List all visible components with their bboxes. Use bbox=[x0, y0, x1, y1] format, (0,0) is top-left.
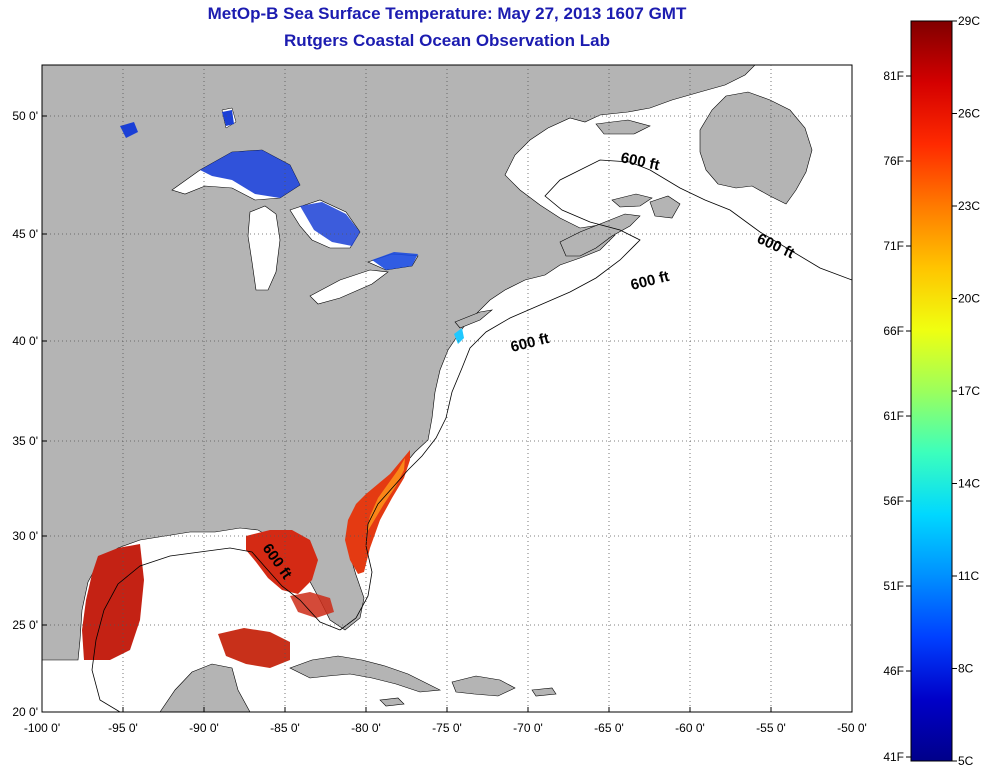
gridlines bbox=[42, 65, 852, 712]
cuba-land bbox=[289, 655, 442, 693]
colorbar-label-celsius: 17C bbox=[958, 384, 980, 398]
sst-small-lake-2 bbox=[222, 110, 234, 126]
colorbar-label-fahrenheit: 81F bbox=[883, 69, 904, 83]
y-tick-label: 45 0' bbox=[12, 227, 38, 241]
y-tick-label: 50 0' bbox=[12, 109, 38, 123]
sst-new-york-bight bbox=[454, 328, 464, 344]
cape-breton-land bbox=[649, 195, 681, 219]
colorbar-label-celsius: 29C bbox=[958, 14, 980, 28]
north-america-land bbox=[42, 65, 756, 661]
sst-yucatan-channel bbox=[218, 628, 290, 668]
sst-gulf-patch bbox=[290, 592, 334, 618]
colorbar-label-celsius: 5C bbox=[958, 754, 974, 768]
colorbar-label-celsius: 8C bbox=[958, 662, 974, 676]
x-tick-label: -80 0' bbox=[351, 721, 381, 735]
colorbar-label-fahrenheit: 56F bbox=[883, 494, 904, 508]
map-subtitle: Rutgers Coastal Ocean Observation Lab bbox=[284, 31, 610, 50]
yucatan-land bbox=[159, 663, 251, 712]
x-axis: -100 0' -95 0' -90 0' -85 0' -80 0' -75 0' -70… bbox=[24, 707, 867, 735]
x-tick-label: -50 0' bbox=[837, 721, 867, 735]
newfoundland-land bbox=[699, 91, 813, 205]
nova-scotia-land bbox=[559, 213, 641, 257]
colorbar-label-fahrenheit: 66F bbox=[883, 324, 904, 338]
sst-florida-bend bbox=[246, 530, 318, 594]
sst-lake-huron bbox=[300, 202, 360, 246]
colorbar-ticks: 29C 26C 23C 20C 17C 14C 11C 8C 5C 81F 76F 71F 66F 61F… bbox=[883, 14, 980, 768]
colorbar-label-celsius: 11C bbox=[958, 569, 979, 583]
gulf-island bbox=[611, 193, 653, 208]
x-tick-label: -75 0' bbox=[432, 721, 462, 735]
colorbar-label-fahrenheit: 41F bbox=[883, 750, 904, 764]
x-tick-label: -70 0' bbox=[513, 721, 543, 735]
anticosti-island bbox=[595, 119, 651, 135]
y-tick-label: 40 0' bbox=[12, 334, 38, 348]
lake-erie bbox=[309, 269, 389, 305]
x-tick-label: -95 0' bbox=[108, 721, 138, 735]
bathymetry-contour-gulf bbox=[91, 547, 341, 712]
x-tick-label: -55 0' bbox=[756, 721, 786, 735]
lake-michigan bbox=[247, 205, 281, 291]
x-tick-label: -65 0' bbox=[594, 721, 624, 735]
y-tick-label: 25 0' bbox=[12, 618, 38, 632]
colorbar bbox=[910, 20, 953, 762]
x-tick-label: -100 0' bbox=[24, 721, 60, 735]
sst-texas-coast bbox=[82, 544, 144, 660]
y-tick-label: 20 0' bbox=[12, 705, 38, 719]
y-tick-label: 35 0' bbox=[12, 434, 38, 448]
x-tick-label: -85 0' bbox=[270, 721, 300, 735]
colorbar-label-celsius: 14C bbox=[958, 477, 980, 491]
jamaica-land bbox=[379, 697, 405, 707]
colorbar-label-celsius: 26C bbox=[958, 107, 980, 121]
bathymetry-contour bbox=[339, 159, 852, 631]
puerto-rico-land bbox=[531, 687, 557, 697]
colorbar-label-fahrenheit: 46F bbox=[883, 664, 904, 678]
sst-lake-ontario bbox=[372, 252, 418, 270]
y-axis: 50 0' 45 0' 40 0' 35 0' 30 0' 25 0' 20 0' bbox=[12, 109, 47, 719]
colorbar-label-celsius: 23C bbox=[958, 199, 980, 213]
colorbar-label-celsius: 20C bbox=[958, 292, 980, 306]
colorbar-label-fahrenheit: 71F bbox=[883, 239, 904, 253]
sst-small-lake bbox=[120, 122, 138, 138]
sst-lake-superior bbox=[200, 150, 300, 198]
colorbar-label-fahrenheit: 61F bbox=[883, 409, 904, 423]
long-island-land bbox=[454, 309, 494, 329]
map-title: MetOp-B Sea Surface Temperature: May 27,… bbox=[207, 4, 687, 23]
x-tick-label: -60 0' bbox=[675, 721, 705, 735]
colorbar-label-fahrenheit: 76F bbox=[883, 154, 904, 168]
hispaniola-land bbox=[451, 675, 516, 697]
y-tick-label: 30 0' bbox=[12, 529, 38, 543]
colorbar-label-fahrenheit: 51F bbox=[883, 579, 904, 593]
x-tick-label: -90 0' bbox=[189, 721, 219, 735]
